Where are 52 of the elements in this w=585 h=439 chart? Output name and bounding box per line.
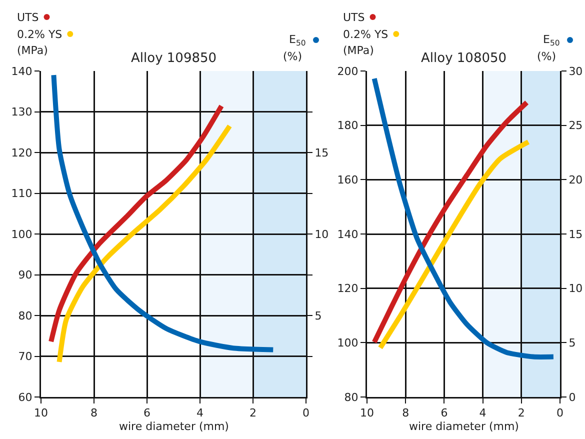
x-axis-title: wire diameter (mm) <box>409 420 519 433</box>
x-tick-label: 2 <box>518 406 525 420</box>
y-axis-title: (MPa) <box>343 44 374 57</box>
y-tick-label: 130 <box>11 106 32 119</box>
y2-tick-label: 15 <box>568 228 583 241</box>
y2-tick-label: 15 <box>314 146 329 160</box>
y-tick-label: 200 <box>337 64 358 78</box>
y-tick-label: 80 <box>18 309 32 322</box>
y2-axis-title: (%) <box>537 50 556 63</box>
y2-tick-label: 5 <box>568 336 576 350</box>
y2-axis-title: (%) <box>283 50 302 63</box>
legend-label: UTS <box>343 11 365 24</box>
y-tick-label: 70 <box>18 350 32 364</box>
legend-label: E$_{50}$ <box>543 33 560 48</box>
y-tick-label: 140 <box>11 64 32 78</box>
legend-label: E$_{50}$ <box>289 33 306 48</box>
x-tick-label: 8 <box>90 406 98 420</box>
y2-tick-label: 10 <box>568 282 583 296</box>
y2-tick-label: 25 <box>568 119 583 132</box>
y-tick-label: 180 <box>337 119 358 132</box>
y-tick-label: 90 <box>18 268 32 282</box>
chart-title: Alloy 109850 <box>131 51 217 66</box>
y-tick-label: 100 <box>337 336 358 350</box>
y-tick-label: 160 <box>337 174 358 187</box>
y-tick-label: 110 <box>11 187 32 200</box>
legend-label: 0.2% YS <box>17 28 62 41</box>
x-tick-label: 10 <box>34 406 48 420</box>
y-tick-label: 120 <box>337 282 358 296</box>
legend-label: UTS <box>17 11 39 24</box>
y-tick-label: 80 <box>344 390 358 404</box>
y2-tick-label: 20 <box>568 174 583 187</box>
x-tick-label: 0 <box>302 406 310 420</box>
chart-title: Alloy 108050 <box>421 51 507 66</box>
x-tick-label: 2 <box>250 406 256 420</box>
y2-tick-label: 0 <box>568 390 576 404</box>
legend-label: 0.2% YS <box>343 28 388 41</box>
x-axis-title: wire diameter (mm) <box>119 420 229 433</box>
x-tick-label: 4 <box>196 406 204 420</box>
y-axis-title: (MPa) <box>17 44 48 57</box>
x-tick-label: 8 <box>402 406 410 420</box>
y-tick-label: 120 <box>11 146 32 160</box>
x-tick-label: 4 <box>479 406 486 420</box>
x-tick-label: 10 <box>360 406 374 420</box>
y-tick-label: 140 <box>337 228 358 241</box>
x-tick-label: 6 <box>144 406 150 420</box>
x-tick-label: 0 <box>556 406 564 420</box>
y2-tick-label: 30 <box>568 64 583 78</box>
x-tick-label: 6 <box>440 406 448 420</box>
y-tick-label: 100 <box>11 228 32 241</box>
y-tick-label: 60 <box>18 390 32 404</box>
y2-tick-label: 10 <box>314 228 329 241</box>
y2-tick-label: 5 <box>314 309 322 322</box>
